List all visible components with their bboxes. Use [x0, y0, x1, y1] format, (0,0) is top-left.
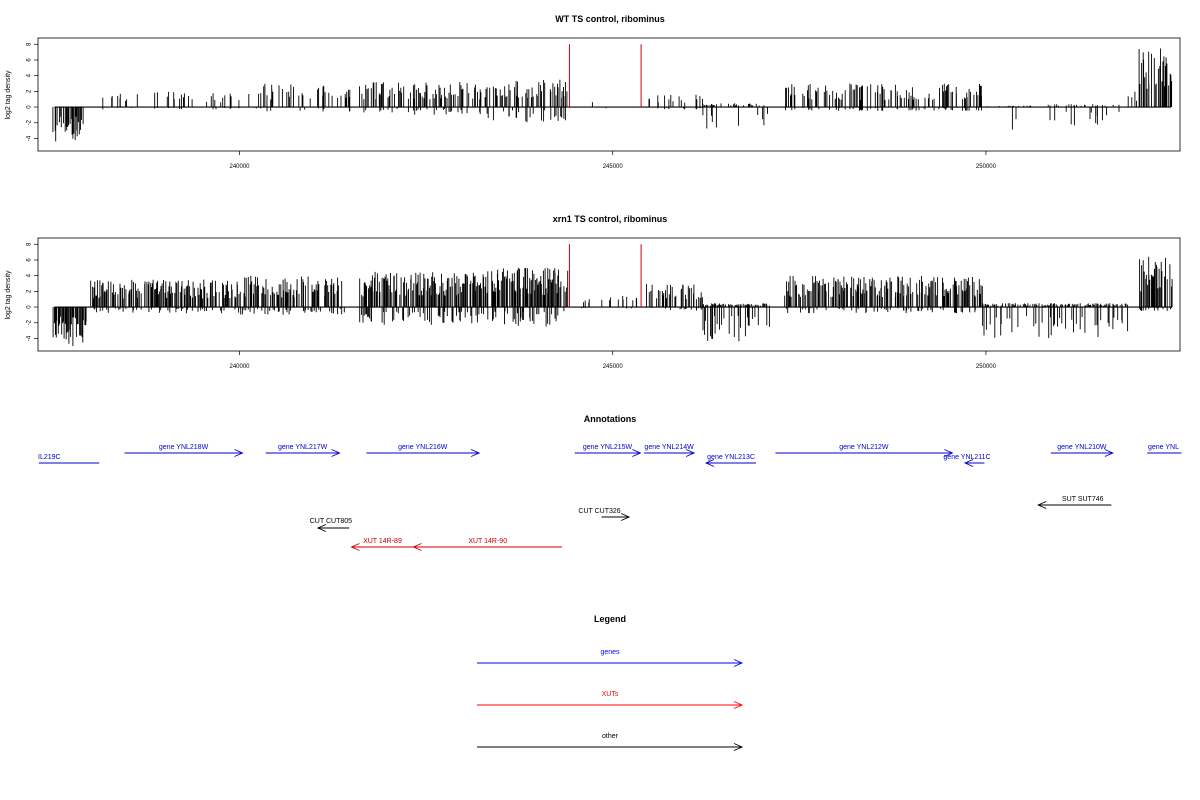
wt-coverage-panel: WT TS control, ribominus log2 tag densit…	[5, 14, 1181, 170]
legend-arrow	[477, 701, 744, 709]
coverage-bars	[52, 256, 1173, 347]
y-tick-label: -2	[27, 319, 33, 325]
wt-coverage-bars	[52, 48, 1173, 142]
coverage-bars	[52, 48, 1173, 142]
x-tick-label: 240000	[230, 364, 251, 370]
x-tick-label: 250000	[976, 164, 997, 170]
xrn1-y-axis-label: log2 tag density	[5, 270, 12, 320]
wt-y-axis-label: log2 tag density	[5, 70, 12, 120]
xrn1-plot-frame	[37, 237, 1181, 352]
legend-items: genes XUTs other	[477, 649, 744, 751]
xrn1-red-markers	[568, 244, 642, 308]
feature-label: gene YNL212W	[839, 444, 889, 451]
feature-label: gene YNL211C	[943, 454, 990, 461]
xrn1-coverage-bars	[52, 256, 1173, 347]
feature-label: CUT CUT805	[310, 518, 352, 525]
legend-title: Legend	[594, 614, 626, 624]
y-tick-label: 4	[27, 73, 33, 77]
y-tick-label: 6	[27, 58, 33, 62]
feature-label: CUT CUT326	[578, 508, 620, 515]
feature-arrow	[1037, 501, 1112, 509]
xrn1-coverage-panel: xrn1 TS control, ribominus log2 tag dens…	[5, 214, 1181, 370]
x-tick-label: 250000	[976, 364, 997, 370]
y-tick-label: 0	[27, 305, 33, 309]
feature-label: gene YNL	[1148, 444, 1179, 451]
y-tick-label: 4	[27, 273, 33, 277]
legend-arrow	[477, 659, 744, 667]
feature-label: gene YNL218W	[159, 444, 209, 451]
feature-arrow	[350, 543, 414, 551]
feature-label: SUT SUT746	[1062, 496, 1104, 503]
wt-panel-title: WT TS control, ribominus	[555, 14, 665, 24]
feature-label: gene YNL217W	[278, 444, 328, 451]
y-tick-label: 8	[27, 242, 33, 246]
feature-arrow	[265, 449, 341, 457]
x-tick-label: 240000	[230, 164, 251, 170]
annotations-title: Annotations	[584, 414, 637, 424]
feature-arrow	[366, 449, 481, 457]
y-tick-label: -4	[27, 135, 33, 141]
feature-arrow	[775, 449, 954, 457]
y-tick-label: -2	[27, 119, 33, 125]
y-tick-label: 0	[27, 105, 33, 109]
feature-arrow	[124, 449, 244, 457]
legend-label: other	[602, 733, 619, 740]
wt-plot-frame	[37, 37, 1181, 152]
feature-arrow	[644, 449, 696, 457]
feature-arrow	[963, 459, 985, 467]
feature-label: XUT 14R-90	[468, 538, 507, 545]
xrn1-y-ticks: 8 6 4 2 0 -2 -4	[27, 242, 38, 341]
feature-arrow	[1050, 449, 1114, 457]
feature-arrow	[412, 543, 562, 551]
wt-y-ticks: 8 6 4 2 0 -2 -4	[27, 42, 38, 141]
y-tick-label: 2	[27, 289, 33, 293]
wt-x-ticks: 240000 245000 250000	[230, 151, 997, 170]
feature-arrow	[601, 513, 631, 521]
y-tick-label: -4	[27, 335, 33, 341]
annotations-track: Annotations IL219C gene YNL218W gene YNL21…	[38, 414, 1182, 551]
feature-arrow	[316, 524, 350, 532]
y-tick-label: 6	[27, 258, 33, 262]
feature-label: gene YNL214W	[644, 444, 694, 451]
feature-arrow	[704, 459, 757, 467]
legend-label: XUTs	[602, 691, 619, 698]
wt-red-markers	[568, 44, 642, 108]
feature-label: gene YNL213C	[707, 454, 755, 461]
feature-arrow	[574, 449, 642, 457]
xrn1-x-ticks: 240000 245000 250000	[230, 351, 997, 370]
feature-label: gene YNL210W	[1057, 444, 1107, 451]
feature-label: XUT 14R-89	[363, 538, 402, 545]
legend-label: genes	[600, 649, 620, 656]
annotation-features: IL219C gene YNL218W gene YNL217W gene YNL21…	[38, 444, 1182, 551]
x-tick-label: 245000	[603, 364, 624, 370]
feature-label: gene YNL216W	[398, 444, 448, 451]
feature-label: gene YNL215W	[583, 444, 633, 451]
legend-arrow	[477, 743, 744, 751]
xrn1-panel-title: xrn1 TS control, ribominus	[553, 214, 668, 224]
legend: Legend genes XUTs other	[477, 614, 744, 751]
y-tick-label: 8	[27, 42, 33, 46]
x-tick-label: 245000	[603, 164, 624, 170]
y-tick-label: 2	[27, 89, 33, 93]
feature-label: IL219C	[38, 454, 61, 461]
